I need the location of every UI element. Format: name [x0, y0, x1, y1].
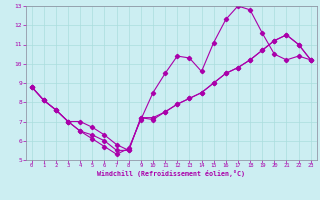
X-axis label: Windchill (Refroidissement éolien,°C): Windchill (Refroidissement éolien,°C) [97, 170, 245, 177]
